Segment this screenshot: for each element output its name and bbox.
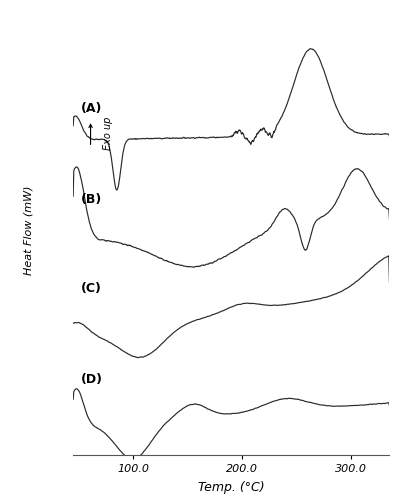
- Text: (A): (A): [81, 102, 102, 115]
- Text: (C): (C): [81, 282, 102, 296]
- Text: Heat Flow (mW): Heat Flow (mW): [24, 186, 34, 276]
- X-axis label: Temp. (°C): Temp. (°C): [198, 482, 265, 494]
- Text: Exo up: Exo up: [103, 117, 113, 150]
- Text: (D): (D): [81, 373, 103, 386]
- Text: (B): (B): [81, 193, 102, 206]
